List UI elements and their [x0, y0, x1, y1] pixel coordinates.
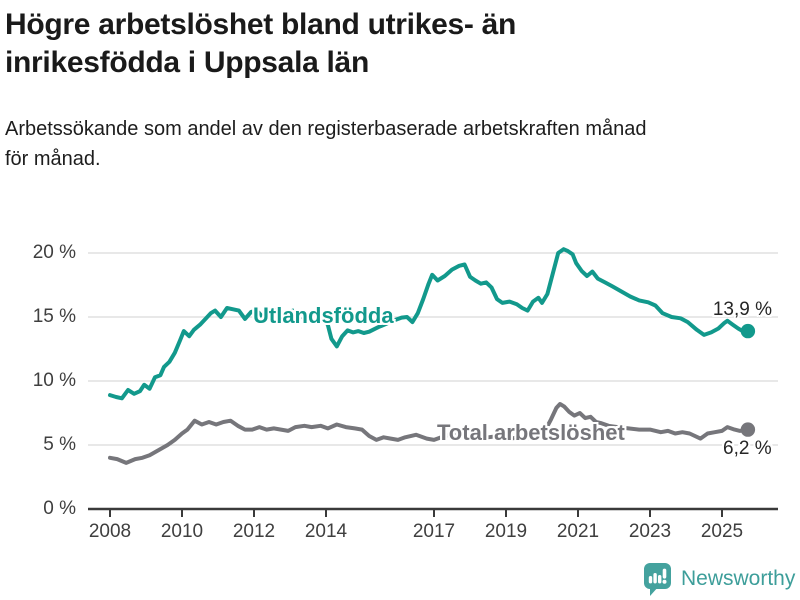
- x-axis-label: 2025: [700, 521, 744, 542]
- x-axis-label: 2019: [484, 521, 528, 542]
- x-axis-label: 2012: [232, 521, 276, 542]
- y-axis-label: 15 %: [32, 306, 76, 327]
- y-axis-label: 5 %: [43, 434, 76, 455]
- bar-chart-speech-bubble-icon: [644, 563, 671, 596]
- end-value-label-utlandsfodda: 13,9 %: [712, 299, 772, 320]
- x-axis-label: 2021: [556, 521, 600, 542]
- x-axis-label: 2014: [304, 521, 348, 542]
- series-label-utlandsfodda: Utlandsfödda: [253, 303, 394, 328]
- series-line-utlandsfodda: [108, 247, 750, 401]
- page-title: Högre arbetslöshet bland utrikes- än inr…: [5, 8, 516, 79]
- x-axis-label: 2023: [628, 521, 672, 542]
- end-value-label-total: 6,2 %: [723, 438, 772, 459]
- y-axis-label: 20 %: [32, 242, 76, 263]
- x-axis-label: 2008: [88, 521, 132, 542]
- series-end-dot-utlandsfodda: [740, 323, 756, 339]
- series-label-total: Total arbetslöshet: [437, 420, 625, 445]
- x-axis-label: 2010: [160, 521, 204, 542]
- newsworthy-logo-text: Newsworthy: [681, 567, 796, 590]
- y-axis-label: 0 %: [43, 498, 76, 519]
- series-line-total: [108, 402, 750, 465]
- x-axis-label: 2017: [412, 521, 456, 542]
- y-axis-label: 10 %: [32, 370, 76, 391]
- series-end-dot-total: [740, 422, 756, 437]
- newsworthy-logo[interactable]: Newsworthy: [643, 561, 795, 597]
- chart-subtitle: Arbetssökande som andel av den registerb…: [5, 118, 647, 170]
